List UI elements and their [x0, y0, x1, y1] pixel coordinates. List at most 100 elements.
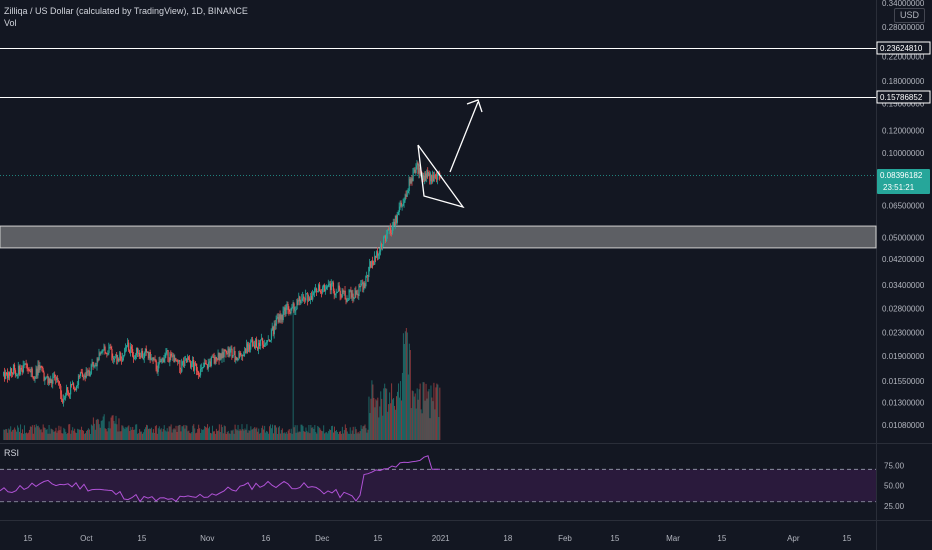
candle-body	[377, 251, 379, 256]
candle-body	[319, 284, 321, 292]
volume-bar	[10, 426, 12, 440]
volume-bar	[134, 429, 136, 440]
volume-bar	[86, 429, 88, 440]
volume-bar	[326, 432, 328, 440]
candle-body	[334, 293, 336, 296]
candle-body	[103, 346, 105, 351]
volume-bar	[78, 429, 80, 440]
volume-bar	[253, 428, 255, 440]
candle-body	[4, 372, 6, 379]
candle-body	[312, 293, 314, 300]
candle-body	[82, 372, 84, 377]
candle-body	[107, 353, 109, 355]
candle-body	[96, 358, 98, 367]
volume-bar	[386, 388, 388, 440]
volume-bar	[150, 427, 152, 440]
symbol-title[interactable]: Zilliqa / US Dollar (calculated by Tradi…	[4, 6, 248, 16]
price-axis-tick-label: 0.18000000	[882, 77, 925, 86]
time-axis-tick-label: Apr	[787, 534, 800, 543]
candle-body	[36, 368, 38, 376]
candle-body	[5, 372, 7, 379]
volume-bar	[82, 430, 84, 440]
currency-button[interactable]: USD	[894, 8, 926, 23]
volume-bar	[293, 427, 295, 440]
volume-bar	[282, 433, 284, 440]
candle-body	[15, 370, 17, 376]
candle-body	[17, 374, 19, 376]
candle-body	[265, 343, 267, 345]
candle-body	[94, 365, 96, 367]
candle-body	[362, 282, 364, 290]
volume-bar	[347, 433, 349, 440]
candle-body	[219, 353, 221, 361]
volume-bar	[73, 430, 75, 440]
candle-body	[386, 233, 388, 242]
candle-body	[296, 300, 298, 310]
volume-bar	[27, 432, 29, 440]
volume-bar	[170, 424, 172, 440]
candle-body	[184, 360, 186, 366]
candle-body	[264, 344, 266, 347]
volume-bar	[237, 424, 239, 440]
time-axis-tick-label: 15	[23, 534, 32, 543]
candle-body	[295, 309, 297, 311]
candle-body	[212, 356, 214, 358]
candle-body	[213, 357, 215, 364]
candle-body	[34, 376, 36, 379]
volume-bar	[8, 428, 10, 440]
rsi-indicator-label[interactable]: RSI	[4, 448, 20, 458]
volume-bar	[348, 433, 350, 440]
candle-body	[230, 348, 232, 350]
volume-bar	[186, 425, 188, 440]
candle-body	[375, 255, 377, 258]
volume-bar	[63, 427, 65, 440]
candle-body	[244, 348, 246, 355]
volume-bar	[363, 425, 365, 440]
candle-body	[234, 350, 236, 361]
candle-body	[79, 375, 81, 377]
candle-body	[315, 288, 317, 290]
volume-label[interactable]: Vol	[4, 18, 17, 28]
candle-body	[71, 384, 73, 386]
candle-body	[66, 387, 68, 396]
volume-bar	[429, 418, 431, 440]
candle-body	[427, 170, 429, 177]
candle-body	[308, 298, 310, 301]
volume-bar	[71, 430, 73, 440]
volume-bar	[128, 425, 130, 440]
rsi-axis-tick-label: 50.00	[884, 482, 905, 491]
volume-bar	[202, 429, 204, 440]
volume-bar	[432, 401, 434, 440]
volume-bar	[190, 433, 192, 440]
candle-body	[326, 286, 328, 290]
volume-bar	[292, 300, 294, 440]
candle-body	[220, 353, 222, 359]
candle-body	[271, 330, 273, 341]
time-axis-tick-label: 15	[842, 534, 851, 543]
candle-body	[431, 174, 433, 183]
volume-bar	[340, 433, 342, 440]
candle-body	[172, 355, 174, 357]
volume-bar	[54, 431, 56, 440]
candle-body	[275, 318, 277, 326]
volume-bar	[357, 431, 359, 440]
price-axis-tick-label: 0.04200000	[882, 255, 925, 264]
candle-body	[128, 342, 130, 351]
volume-bar	[55, 427, 57, 440]
volume-bar	[226, 432, 228, 440]
candle-body	[299, 296, 301, 304]
volume-bar	[235, 428, 237, 440]
volume-bar	[274, 425, 276, 440]
volume-bar	[46, 429, 48, 440]
volume-bar	[406, 332, 408, 440]
volume-bar	[399, 381, 401, 440]
candle-body	[122, 357, 124, 362]
volume-bar	[79, 429, 81, 440]
candle-body	[130, 346, 132, 353]
candle-body	[86, 371, 88, 373]
candle-body	[232, 354, 234, 358]
candle-body	[267, 340, 269, 343]
candle-body	[13, 364, 15, 375]
volume-bar	[240, 430, 242, 440]
